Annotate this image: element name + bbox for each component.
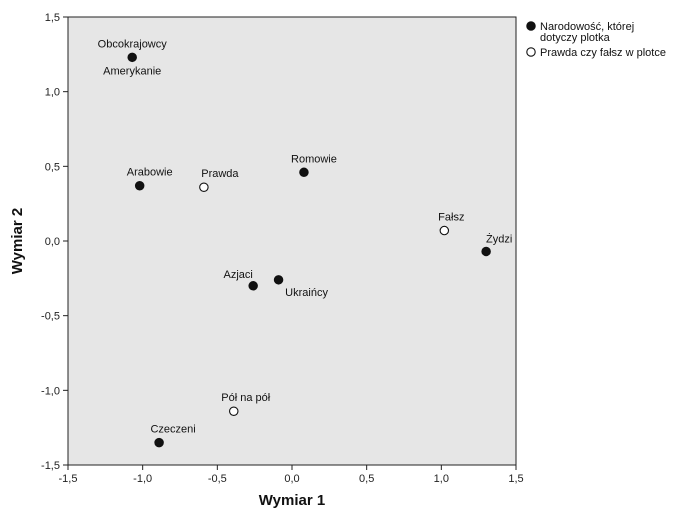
y-axis-title: Wymiar 2 bbox=[9, 208, 26, 274]
x-tick-label: -0,5 bbox=[208, 473, 227, 485]
nationality-point bbox=[248, 281, 258, 291]
legend-label: dotyczy plotka bbox=[540, 32, 611, 44]
x-tick-label: 1,0 bbox=[434, 473, 449, 485]
point-label: Obcokrajowcy bbox=[98, 38, 168, 50]
point-label: Arabowie bbox=[127, 167, 173, 179]
truth-point bbox=[199, 182, 209, 192]
point-label: Ukraińcy bbox=[285, 287, 328, 299]
nationality-point bbox=[273, 275, 284, 285]
point-label: Azjaci bbox=[224, 269, 253, 281]
nationality-point bbox=[299, 167, 309, 178]
axis-ticks: -1,5 -1,0 -0,5 0,0 0,5 1,0 1,5 1,5 1,0 0,5 0,0 -0,5… bbox=[41, 12, 524, 485]
y-tick-label: 0,5 bbox=[45, 161, 60, 173]
legend-filled-marker bbox=[526, 21, 536, 31]
y-tick-label: 1,5 bbox=[45, 12, 60, 24]
x-tick-label: 0,0 bbox=[284, 473, 299, 485]
legend-label: Narodowość, której bbox=[540, 21, 634, 33]
legend-label: Prawda czy fałsz w plotce bbox=[540, 47, 666, 59]
data-points: Obcokrajowcy Amerykanie Arabowie Romowie Żyd… bbox=[98, 38, 512, 448]
y-tick-label: -0,5 bbox=[41, 311, 60, 323]
truth-point bbox=[439, 225, 450, 236]
y-tick-label: -1,5 bbox=[41, 460, 60, 472]
point-label: Amerykanie bbox=[103, 65, 161, 77]
x-tick-label: 1,5 bbox=[508, 473, 523, 485]
x-tick-label: -1,0 bbox=[133, 473, 152, 485]
y-tick-label: -1,0 bbox=[41, 385, 60, 397]
point-label: Czeczeni bbox=[150, 424, 195, 436]
point-label: Pół na pół bbox=[221, 392, 270, 404]
point-label: Żydzi bbox=[486, 232, 512, 245]
nationality-point bbox=[154, 437, 164, 448]
legend-hollow-marker bbox=[526, 47, 536, 57]
x-tick-label: 0,5 bbox=[359, 473, 374, 485]
nationality-point bbox=[481, 246, 491, 257]
truth-point bbox=[229, 406, 239, 416]
y-tick-label: 0,0 bbox=[45, 236, 60, 248]
point-label: Romowie bbox=[291, 153, 337, 165]
point-label: Fałsz bbox=[438, 212, 464, 224]
plot-area bbox=[67, 16, 517, 466]
nationality-point bbox=[127, 52, 137, 63]
x-axis-title: Wymiar 1 bbox=[259, 492, 325, 509]
point-label: Prawda bbox=[201, 168, 239, 180]
nationality-point bbox=[134, 180, 145, 191]
x-tick-label: -1,5 bbox=[59, 473, 78, 485]
y-tick-label: 1,0 bbox=[45, 87, 60, 99]
